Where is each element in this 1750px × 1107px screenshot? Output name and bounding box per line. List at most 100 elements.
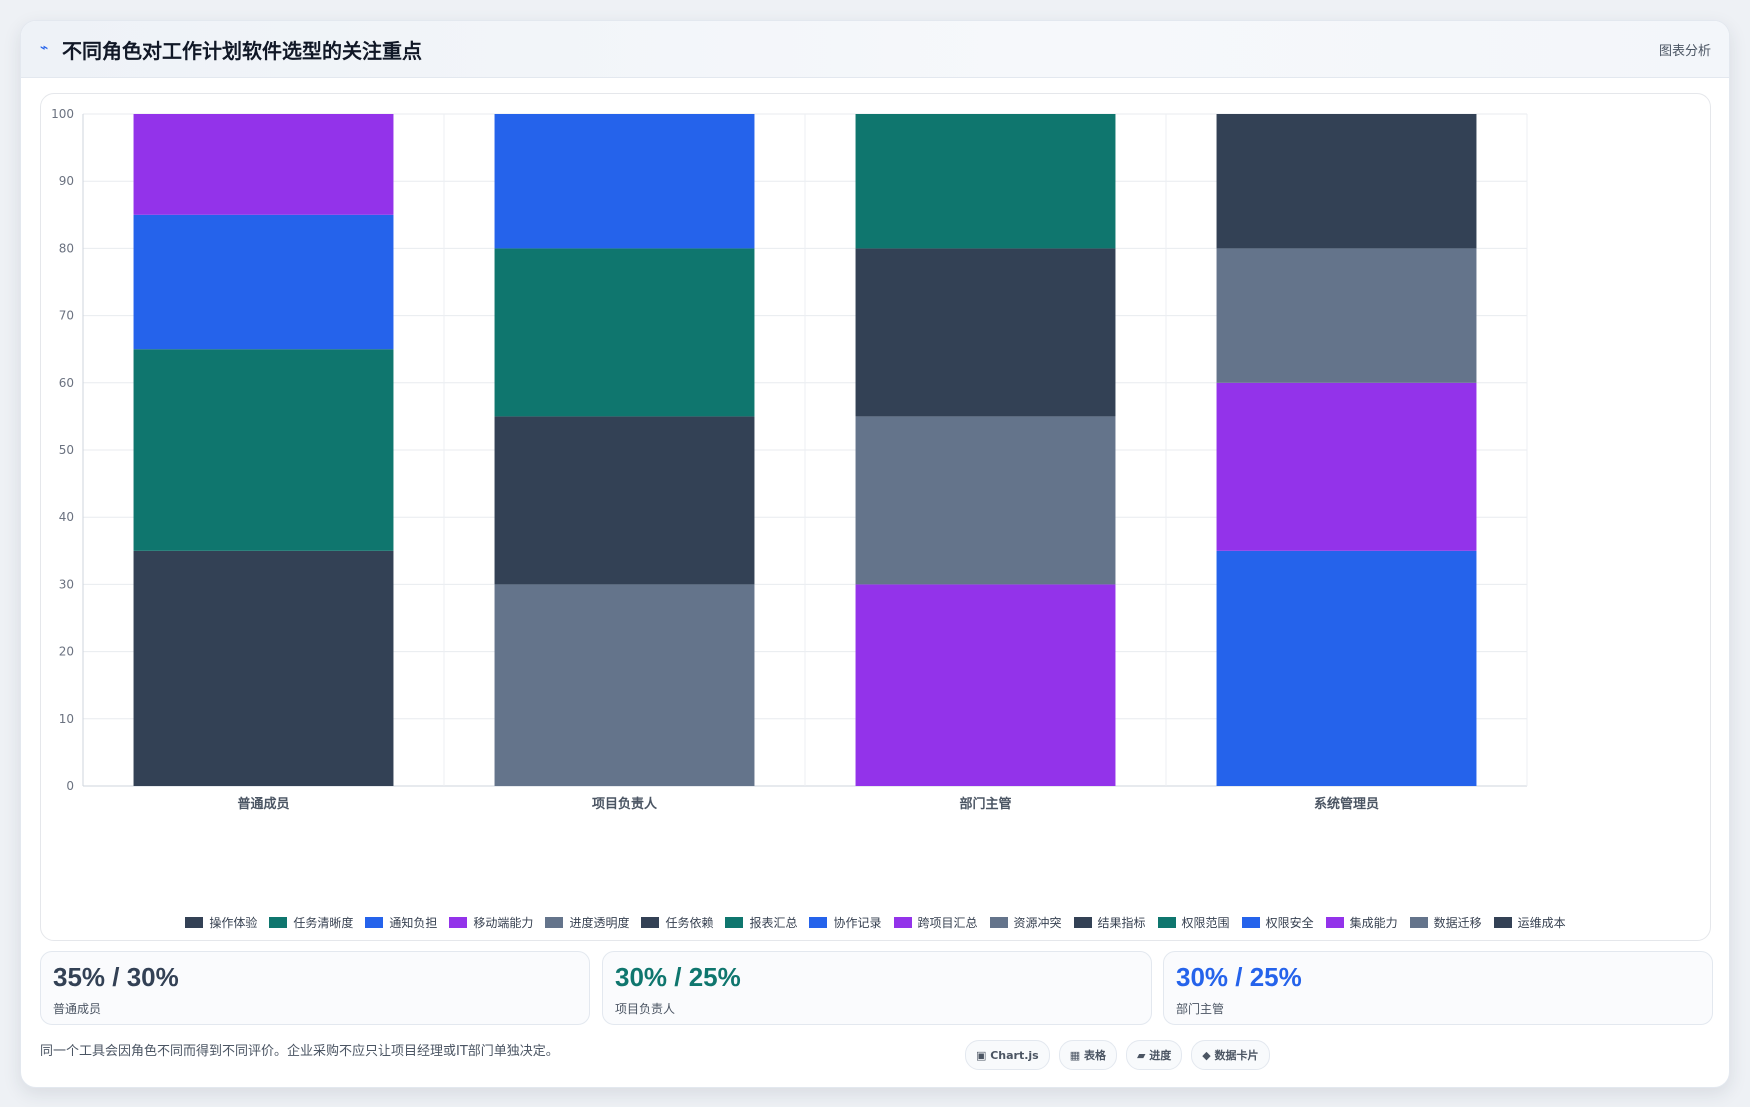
bar-segment[interactable] [855, 248, 1116, 417]
legend-item[interactable]: 报表汇总 [725, 914, 797, 931]
bar-segment[interactable] [1216, 382, 1477, 551]
legend-label: 运维成本 [1517, 916, 1566, 930]
legend-label: 移动端能力 [473, 916, 534, 930]
bar-segment[interactable] [1216, 550, 1477, 786]
tech-chip[interactable]: ▦ 表格 [1058, 1040, 1117, 1070]
legend-label: 跨项目汇总 [917, 916, 978, 930]
legend-swatch [893, 917, 912, 928]
y-tick-label: 60 [59, 376, 74, 390]
bar-segment[interactable] [133, 114, 394, 215]
stat-value: 30% / 25% [615, 962, 741, 992]
stat-value: 30% / 25% [1176, 962, 1302, 992]
y-tick-label: 50 [59, 443, 74, 457]
legend-label: 权限安全 [1265, 916, 1314, 930]
chart-legend: 操作体验 任务清晰度 通知负担 移动端能力 进度透明度 任务依赖 报表汇总 协作记录 跨项目汇总… [41, 914, 1710, 931]
bar-segment[interactable] [494, 248, 755, 417]
legend-label: 报表汇总 [749, 916, 798, 930]
legend-item[interactable]: 操作体验 [185, 914, 257, 931]
legend-item[interactable]: 任务清晰度 [269, 914, 353, 931]
legend-item[interactable]: 集成能力 [1325, 914, 1398, 931]
y-tick-label: 100 [51, 107, 74, 121]
legend-label: 协作记录 [833, 916, 882, 930]
bar-segment[interactable] [494, 114, 755, 249]
legend-swatch [269, 917, 288, 928]
legend-swatch [449, 917, 468, 928]
legend-swatch [1493, 917, 1512, 928]
legend-item[interactable]: 跨项目汇总 [893, 914, 978, 931]
tech-chip[interactable]: ▰ 进度 [1125, 1040, 1183, 1070]
legend-item[interactable]: 资源冲突 [989, 914, 1062, 931]
x-tick-label: 部门主管 [959, 796, 1011, 812]
y-tick-label: 90 [59, 174, 74, 188]
bar-segment[interactable] [133, 550, 394, 786]
bar-segment[interactable] [494, 584, 755, 786]
legend-item[interactable]: 移动端能力 [449, 914, 533, 931]
legend-swatch [725, 917, 744, 928]
legend-swatch [1241, 917, 1260, 928]
tech-chip[interactable]: ◆ 数据卡片 [1191, 1040, 1270, 1070]
legend-item[interactable]: 权限安全 [1241, 914, 1314, 931]
legend-label: 权限范围 [1181, 916, 1230, 930]
x-tick-label: 项目负责人 [592, 796, 658, 812]
y-tick-label: 40 [59, 510, 74, 524]
bar-segment[interactable] [133, 349, 394, 551]
legend-swatch [1073, 917, 1092, 928]
legend-swatch [989, 917, 1008, 928]
page-title: 不同角色对工作计划软件选型的关注重点 [62, 39, 422, 63]
tech-chip[interactable]: ▣ Chart.js [965, 1040, 1050, 1070]
legend-item[interactable]: 通知负担 [365, 914, 437, 931]
bar-segment[interactable] [855, 114, 1116, 249]
legend-item[interactable]: 数据迁移 [1409, 914, 1482, 931]
legend-item[interactable]: 协作记录 [809, 914, 882, 931]
legend-swatch [1157, 917, 1176, 928]
stat-label: 普通成员 [53, 1002, 102, 1016]
bar-segment[interactable] [1216, 248, 1477, 383]
chart-panel: 0 10 20 30 40 50 60 70 80 90 100 普通成员 项目负责人 部门主管 系统管理员… [40, 93, 1711, 941]
legend-swatch [809, 917, 828, 928]
bar-segment[interactable] [133, 214, 394, 350]
legend-label: 结果指标 [1097, 916, 1146, 930]
legend-label: 资源冲突 [1013, 916, 1062, 930]
stat-label: 部门主管 [1176, 1002, 1225, 1016]
y-tick-label: 10 [59, 712, 74, 726]
chart-icon: ⌁ [40, 40, 49, 56]
footer-note: 同一个工具会因角色不同而得到不同评价。企业采购不应只让项目经理或IT部门单独决定… [40, 1044, 559, 1059]
bar-segment[interactable] [855, 416, 1116, 585]
legend-label: 任务清晰度 [293, 916, 354, 930]
stat-card: 35% / 30% 普通成员 [40, 951, 590, 1025]
legend-label: 通知负担 [389, 916, 438, 930]
stacked-bar-chart: 0 10 20 30 40 50 60 70 80 90 100 普通成员 项目负责人 部门主管 系统管理员 [51, 107, 1528, 812]
legend-label: 任务依赖 [665, 916, 714, 930]
legend-label: 进度透明度 [569, 916, 630, 930]
legend-swatch [185, 917, 204, 928]
x-tick-label: 系统管理员 [1314, 796, 1379, 812]
bar-segment[interactable] [855, 584, 1116, 786]
legend-swatch [365, 917, 384, 928]
chart-card: ⌁ 不同角色对工作计划软件选型的关注重点 图表分析 0 10 20 30 40 50 60 7… [20, 20, 1730, 1088]
legend-swatch [641, 917, 660, 928]
legend-label: 数据迁移 [1433, 916, 1482, 930]
bar-segment[interactable] [1216, 114, 1477, 249]
card-header: ⌁ 不同角色对工作计划软件选型的关注重点 图表分析 [21, 21, 1729, 78]
legend-swatch [545, 917, 564, 928]
y-tick-label: 30 [59, 577, 74, 591]
legend-label: 操作体验 [209, 916, 258, 930]
legend-item[interactable]: 权限范围 [1157, 914, 1230, 931]
y-tick-label: 80 [59, 241, 74, 255]
stat-value: 35% / 30% [53, 962, 179, 992]
y-tick-label: 70 [59, 309, 74, 323]
y-tick-label: 0 [66, 779, 74, 793]
chart-analysis-link[interactable]: 图表分析 [1658, 44, 1711, 59]
legend-item[interactable]: 任务依赖 [641, 914, 713, 931]
x-tick-label: 普通成员 [237, 796, 289, 812]
legend-item[interactable]: 运维成本 [1493, 914, 1566, 931]
legend-item[interactable]: 进度透明度 [545, 914, 629, 931]
legend-swatch [1325, 917, 1344, 928]
tech-chips: ▣ Chart.js ▦ 表格 ▰ 进度 ◆ 数据卡片 [965, 1040, 1270, 1070]
bar-segment[interactable] [494, 416, 755, 585]
legend-swatch [1409, 917, 1428, 928]
legend-item[interactable]: 结果指标 [1073, 914, 1146, 931]
y-tick-label: 20 [59, 645, 74, 659]
stat-card: 30% / 25% 项目负责人 [602, 951, 1152, 1025]
legend-label: 集成能力 [1349, 916, 1398, 930]
